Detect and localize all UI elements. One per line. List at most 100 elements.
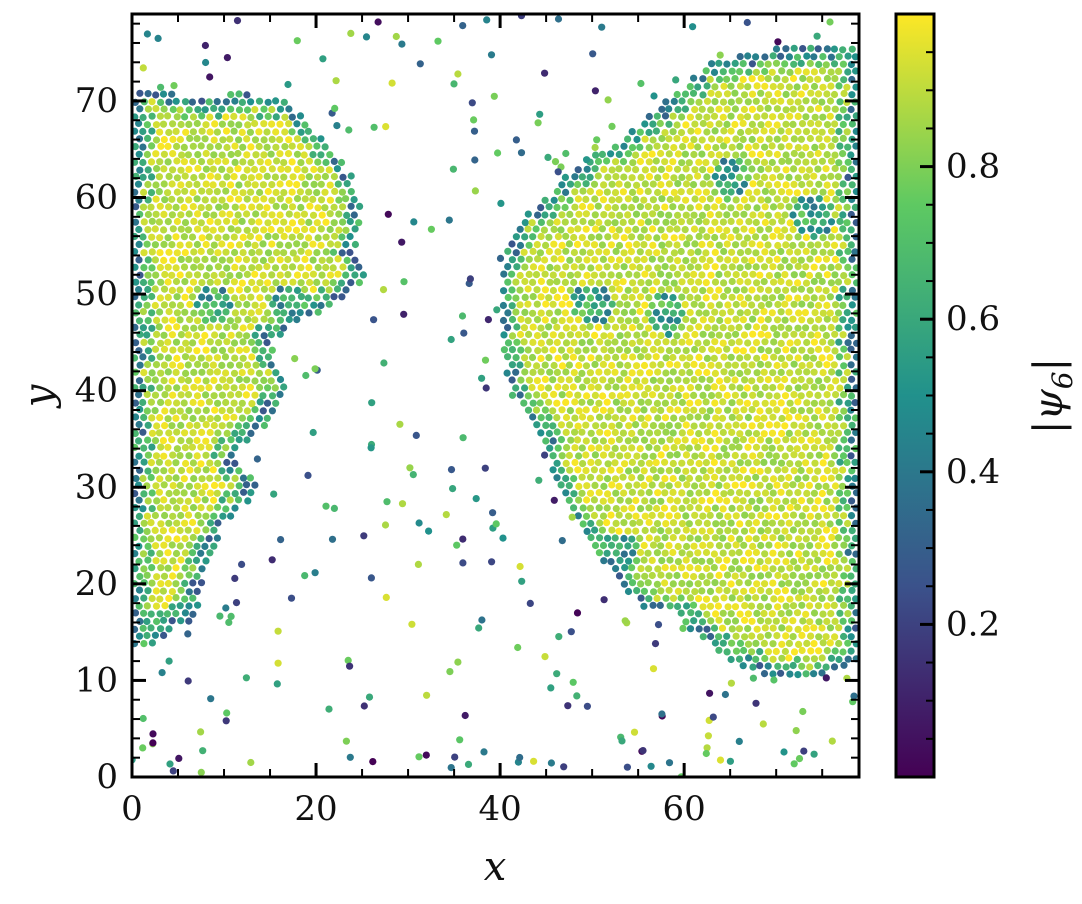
particle-point [620,263,628,271]
particle-point [836,609,844,617]
particle-point [591,526,599,534]
particle-point [213,534,221,542]
particle-point [529,399,537,407]
particle-point [185,255,193,263]
particle-point [674,542,682,551]
particle-point [251,119,259,128]
particle-point [836,217,844,225]
particle-point [305,234,313,242]
particle-point [164,504,172,512]
particle-point [144,542,152,551]
particle-point [702,67,710,75]
particle-point [802,535,810,543]
particle-point [136,526,144,535]
particle-point [773,421,781,429]
particle-point [185,180,193,189]
particle-point [678,415,687,423]
particle-point [699,421,707,429]
particle-point [674,391,682,400]
particle-point [648,511,656,519]
particle-point [293,301,301,309]
particle-point [231,309,239,317]
particle-point [810,640,818,648]
particle-point [707,150,715,159]
particle-point [678,549,686,557]
particle-point [716,527,724,535]
particle-point [276,180,284,188]
particle-point [218,270,226,279]
particle-point [752,473,760,481]
particle-point [806,390,814,398]
particle-point [335,226,343,234]
particle-point [447,335,455,344]
particle-point [686,217,694,225]
particle-point [202,180,210,188]
particle-point [213,188,221,196]
particle-point [826,112,834,120]
particle-point [550,240,558,248]
particle-point [276,285,284,293]
particle-point [461,711,469,720]
particle-point [603,519,611,527]
particle-point [164,189,172,197]
particle-point [554,168,562,176]
particle-point [199,747,207,755]
particle-point [247,338,256,346]
particle-point [706,376,714,384]
particle-point [740,196,749,204]
particle-point [192,556,201,565]
particle-point [604,173,612,181]
particle-point [177,345,185,354]
particle-point [566,407,575,415]
particle-point [264,98,272,106]
particle-point [826,309,834,317]
particle-point [844,519,852,528]
particle-point [735,579,743,587]
particle-point [350,196,358,204]
particle-point [843,353,851,361]
particle-point [574,512,582,520]
particle-point [198,415,206,423]
particle-point [813,32,821,40]
particle-point [633,452,641,460]
particle-point [209,165,217,173]
particle-point [160,496,168,504]
particle-point [247,323,255,331]
particle-point [739,60,747,68]
particle-point [301,255,309,263]
particle-point [814,497,822,505]
particle-point [756,285,765,293]
particle-point [238,399,246,407]
particle-point [190,217,198,225]
particle-point [778,157,786,165]
particle-point [181,429,189,437]
particle-point [835,53,843,61]
particle-point [818,98,826,106]
particle-point [790,135,798,143]
particle-point [657,315,665,323]
particle-point [818,354,826,362]
particle-point [665,150,673,158]
particle-point [823,105,831,113]
particle-point [159,437,167,445]
particle-point [702,159,710,167]
particle-point [765,347,773,355]
particle-point [478,374,486,382]
particle-point [330,293,338,301]
particle-point [536,249,545,257]
particle-point [802,279,811,287]
particle-point [155,458,163,466]
particle-point [744,413,753,422]
particle-point [682,421,690,429]
particle-point [198,187,206,195]
particle-point [628,128,636,136]
particle-point [645,112,653,121]
particle-point [814,407,822,415]
particle-point [160,256,168,264]
particle-point [732,135,740,143]
particle-point [744,459,752,467]
particle-point [198,475,206,483]
particle-point [665,211,673,219]
particle-point [529,247,537,255]
particle-point [665,467,673,475]
